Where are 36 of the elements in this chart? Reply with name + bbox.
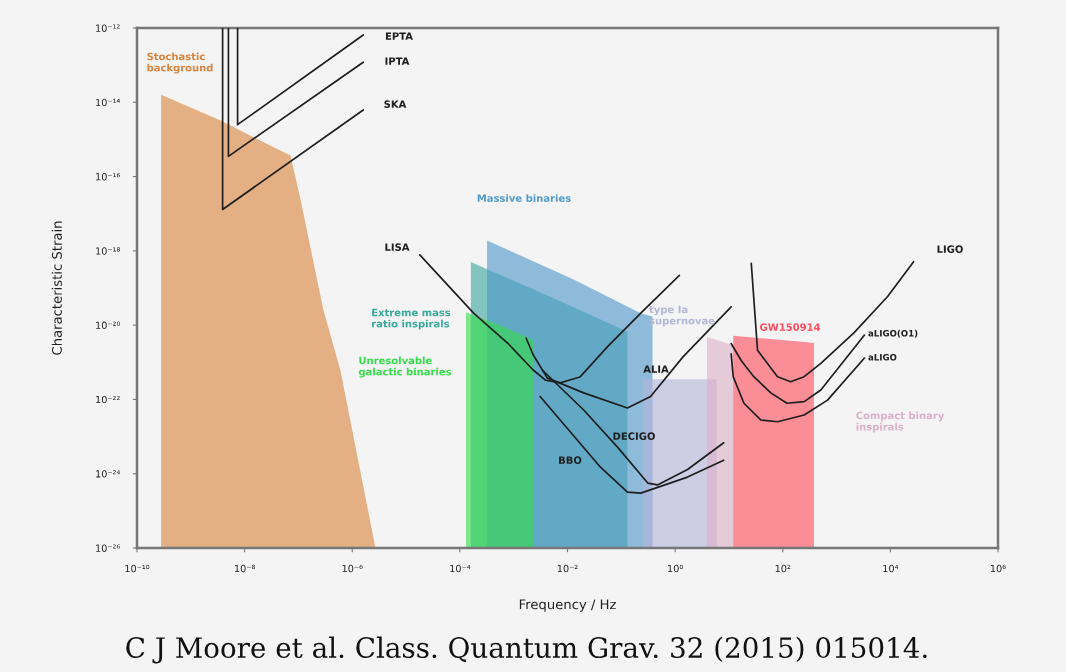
series-label: BBO xyxy=(559,456,582,464)
x-tick-label: 10⁶ xyxy=(990,564,1006,573)
x-tick-label: 10⁰ xyxy=(668,564,683,573)
series-label: GW150914 xyxy=(760,323,821,331)
x-tick-label: 10⁴ xyxy=(883,564,899,573)
y-tick-label: 10⁻¹⁴ xyxy=(96,98,121,107)
y-tick-label: 10⁻²⁰ xyxy=(96,321,120,329)
y-tick-label: 10⁻¹⁸ xyxy=(96,247,120,255)
text: C J Moore et al. Class. Quantum Grav. 32 (2015) 015014. xyxy=(126,636,927,664)
x-tick-label: 10⁻⁶ xyxy=(342,564,363,573)
series-label: aLIGO(O1) xyxy=(868,329,918,338)
x-tick-label: 10² xyxy=(775,564,791,573)
text: Stochastic background xyxy=(147,52,213,74)
text: EPTA xyxy=(385,32,413,40)
series-label: aLIGO xyxy=(868,353,897,361)
x-tick-label: 10⁻⁴ xyxy=(450,564,471,573)
y-tick-label: 10⁻²⁶ xyxy=(96,544,121,552)
x-tick-label: 10⁻² xyxy=(557,564,578,573)
y-tick-label: 10⁻²² xyxy=(96,395,120,404)
y-tick-label: 10⁻¹⁶ xyxy=(96,173,121,181)
y-axis-title: Characteristic Strain xyxy=(51,221,62,355)
text: IPTA xyxy=(385,57,410,65)
text: Massive binaries xyxy=(477,194,571,202)
y-tick-label: 10⁻¹² xyxy=(96,24,120,32)
text: Compact binary inspirals xyxy=(856,411,945,433)
y-tick-label: 10⁻²⁴ xyxy=(96,470,121,478)
series-label: Unresolvable galactic binaries xyxy=(358,356,452,378)
text: SKA xyxy=(384,100,407,108)
x-tick-label: 10⁻¹⁰ xyxy=(125,564,150,573)
x-axis-title: Frequency / Hz xyxy=(519,599,616,612)
series-label: DECIGO xyxy=(613,432,655,440)
series-label: LISA xyxy=(385,243,410,251)
series-label: ALIA xyxy=(643,365,669,373)
x-tick-label: 10⁻⁸ xyxy=(234,564,255,573)
text: LIGO xyxy=(937,245,963,253)
text: Extreme mass ratio inspirals xyxy=(372,308,451,330)
